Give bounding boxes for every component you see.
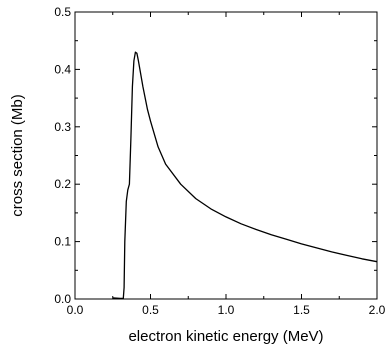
y-tick-label: 0.3 <box>54 120 71 134</box>
y-tick-label: 0.1 <box>54 235 71 249</box>
y-axis-ticks: 0.0 0.1 0.2 0.3 0.4 0.5 <box>54 5 377 306</box>
y-tick-label: 0.0 <box>54 292 71 306</box>
x-tick-label: 1.0 <box>218 303 235 317</box>
y-tick-label: 0.4 <box>54 62 71 76</box>
x-tick-label: 2.0 <box>369 303 386 317</box>
x-axis-ticks: 0.0 0.5 1.0 1.5 2.0 <box>67 12 386 317</box>
plot-border <box>74 11 378 300</box>
series-line <box>112 51 378 300</box>
x-tick-label: 0.5 <box>142 303 159 317</box>
plot-frame <box>74 11 378 300</box>
x-tick-label: 0.0 <box>67 303 84 317</box>
x-tick-label: 1.5 <box>293 303 310 317</box>
y-tick-label: 0.5 <box>54 5 71 19</box>
series-layer <box>112 51 378 300</box>
y-tick-label: 0.2 <box>54 177 71 191</box>
y-axis-label: cross section (Mb) <box>9 94 26 217</box>
x-axis-label: electron kinetic energy (MeV) <box>128 328 323 345</box>
